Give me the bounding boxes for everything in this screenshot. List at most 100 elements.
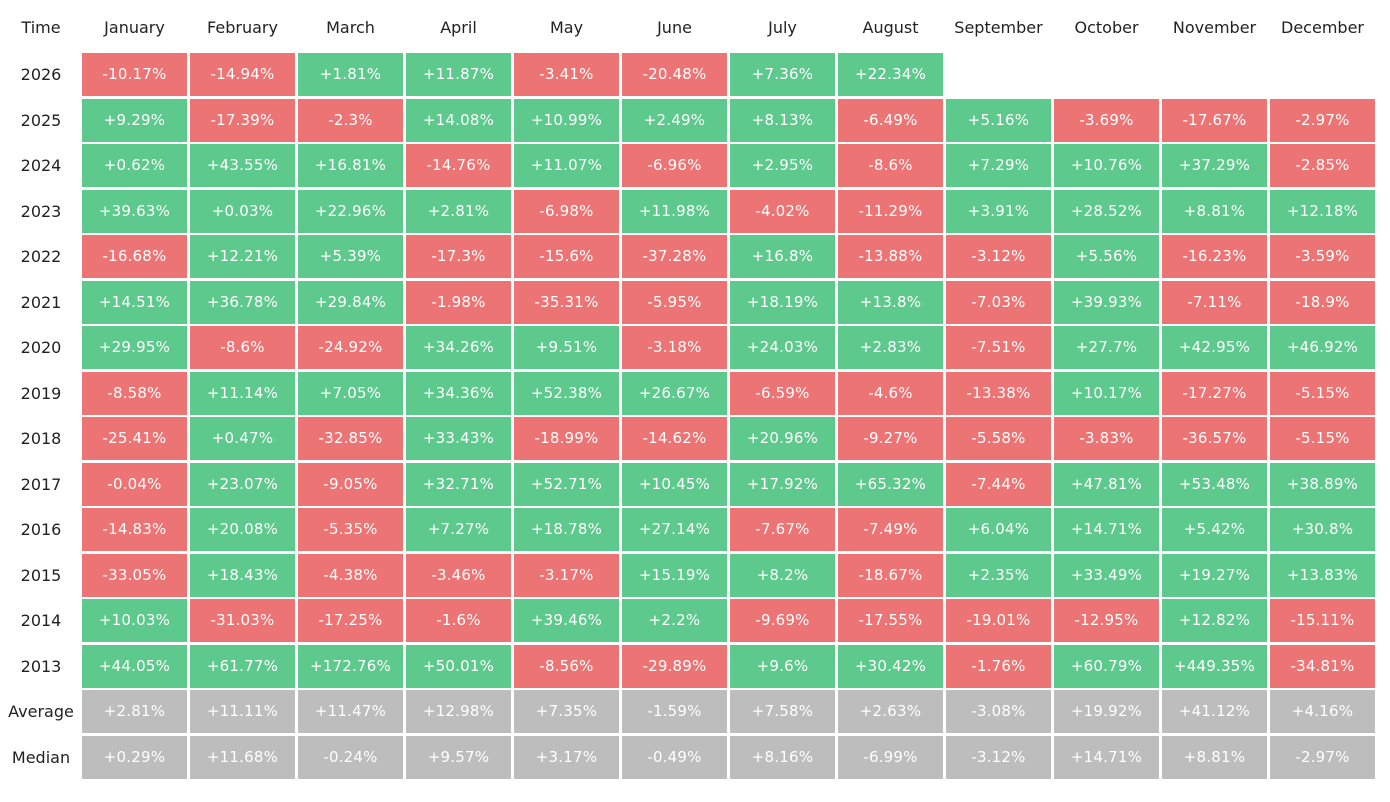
heatmap-cell: -6.59% [730, 371, 835, 415]
heatmap-cell: +43.55% [190, 144, 295, 187]
heatmap-cell: +20.08% [190, 508, 295, 551]
heatmap-cell: -5.35% [298, 508, 403, 551]
heatmap-cell: +17.92% [730, 462, 835, 506]
heatmap-cell: +8.81% [1162, 735, 1267, 779]
heatmap-cell: +39.46% [514, 599, 619, 642]
heatmap-cell: +9.6% [730, 644, 835, 688]
row-label-2026: 2026 [20, 65, 62, 84]
heatmap-cell: -2.85% [1270, 144, 1375, 187]
heatmap-cell: +8.2% [730, 553, 835, 597]
heatmap-cell: -0.49% [622, 735, 727, 779]
row-label-2023: 2023 [20, 201, 62, 221]
heatmap-cell: -17.67% [1162, 98, 1267, 142]
heatmap-cell: +11.47% [298, 690, 403, 733]
row-label-2021: 2021 [20, 292, 62, 312]
heatmap-cell: +10.45% [622, 462, 727, 506]
heatmap-cell: -14.76% [406, 144, 511, 187]
heatmap-cell: -25.41% [82, 417, 187, 460]
heatmap-cell: +0.62% [82, 144, 187, 187]
heatmap-cell: +2.35% [946, 553, 1051, 597]
row-label-2015: 2015 [20, 565, 62, 585]
heatmap-cell: -1.98% [406, 280, 511, 324]
heatmap-cell: +8.81% [1162, 189, 1267, 233]
heatmap-cell: -33.05% [82, 553, 187, 597]
heatmap-cell: +23.07% [190, 462, 295, 506]
heatmap-cell: +34.36% [406, 371, 511, 415]
column-header-july: July [768, 18, 797, 37]
heatmap-cell: -8.6% [838, 144, 943, 187]
heatmap-cell: +4.16% [1270, 690, 1375, 733]
heatmap-cell: -14.62% [622, 417, 727, 460]
heatmap-cell: +11.87% [406, 53, 511, 96]
row-label-2016: 2016 [20, 520, 62, 539]
heatmap-cell: -16.68% [82, 235, 187, 278]
heatmap-cell: -36.57% [1162, 417, 1267, 460]
heatmap-cell: +10.03% [82, 599, 187, 642]
heatmap-cell: +2.81% [82, 690, 187, 733]
heatmap-cell: -16.23% [1162, 235, 1267, 278]
heatmap-cell: -9.05% [298, 462, 403, 506]
row-label-2018: 2018 [20, 429, 62, 448]
heatmap-cell: +42.95% [1162, 326, 1267, 369]
heatmap-cell: -7.44% [946, 462, 1051, 506]
heatmap-cell: +61.77% [190, 644, 295, 688]
heatmap-cell: -3.69% [1054, 98, 1159, 142]
heatmap-cell: -3.18% [622, 326, 727, 369]
heatmap-cell: -0.04% [82, 462, 187, 506]
heatmap-cell: +37.29% [1162, 144, 1267, 187]
heatmap-cell: -20.48% [622, 53, 727, 96]
heatmap-cell: +33.43% [406, 417, 511, 460]
heatmap-cell: +11.07% [514, 144, 619, 187]
heatmap-cell: -9.69% [730, 599, 835, 642]
heatmap-cell: +22.34% [838, 53, 943, 96]
heatmap-cell: +7.35% [514, 690, 619, 733]
heatmap-cell: +2.83% [838, 326, 943, 369]
heatmap-cell: -5.58% [946, 417, 1051, 460]
heatmap-cell: +5.42% [1162, 508, 1267, 551]
heatmap-cell: +449.35% [1162, 644, 1267, 688]
heatmap-cell: -11.29% [838, 189, 943, 233]
heatmap-cell: -8.58% [82, 371, 187, 415]
heatmap-cell: +14.51% [82, 280, 187, 324]
heatmap-cell: +34.26% [406, 326, 511, 369]
column-header-september: September [954, 18, 1043, 37]
heatmap-cell: -5.15% [1270, 417, 1375, 460]
row-label-2019: 2019 [20, 383, 62, 403]
heatmap-cell: +65.32% [838, 462, 943, 506]
heatmap-cell: -3.59% [1270, 235, 1375, 278]
heatmap-cell: +20.96% [730, 417, 835, 460]
heatmap-cell: +44.05% [82, 644, 187, 688]
column-header-november: November [1172, 18, 1257, 37]
heatmap-cell: +11.14% [190, 371, 295, 415]
row-label-2014: 2014 [20, 611, 62, 630]
heatmap-cell: -3.08% [946, 690, 1051, 733]
heatmap-cell: -6.96% [622, 144, 727, 187]
heatmap-cell: -7.51% [946, 326, 1051, 369]
heatmap-cell: +22.96% [298, 189, 403, 233]
heatmap-cell: +30.42% [838, 644, 943, 688]
heatmap-cell: +46.92% [1270, 326, 1375, 369]
corner-header-label: Time [21, 18, 61, 37]
heatmap-cell: -35.31% [514, 280, 619, 324]
heatmap-cell: -6.98% [514, 189, 619, 233]
heatmap-cell: -34.81% [1270, 644, 1375, 688]
heatmap-cell: +11.11% [190, 690, 295, 733]
heatmap-cell: +60.79% [1054, 644, 1159, 688]
heatmap-cell: +29.95% [82, 326, 187, 369]
heatmap-cell: +9.51% [514, 326, 619, 369]
heatmap-cell: +39.93% [1054, 280, 1159, 324]
heatmap-cell: -8.6% [190, 326, 295, 369]
heatmap-cell: -3.17% [514, 553, 619, 597]
heatmap-cell: -17.25% [298, 599, 403, 642]
heatmap-cell: +11.98% [622, 189, 727, 233]
heatmap-cell: +52.38% [514, 371, 619, 415]
heatmap-cell: +5.16% [946, 98, 1051, 142]
heatmap-cell: +7.05% [298, 371, 403, 415]
heatmap-cell: -14.94% [190, 53, 295, 96]
heatmap-cell: +10.17% [1054, 371, 1159, 415]
heatmap-cell: +12.82% [1162, 599, 1267, 642]
heatmap-cell: -32.85% [298, 417, 403, 460]
row-label-2024: 2024 [20, 156, 62, 175]
heatmap-cell: +19.27% [1162, 553, 1267, 597]
column-header-january: January [104, 18, 165, 37]
